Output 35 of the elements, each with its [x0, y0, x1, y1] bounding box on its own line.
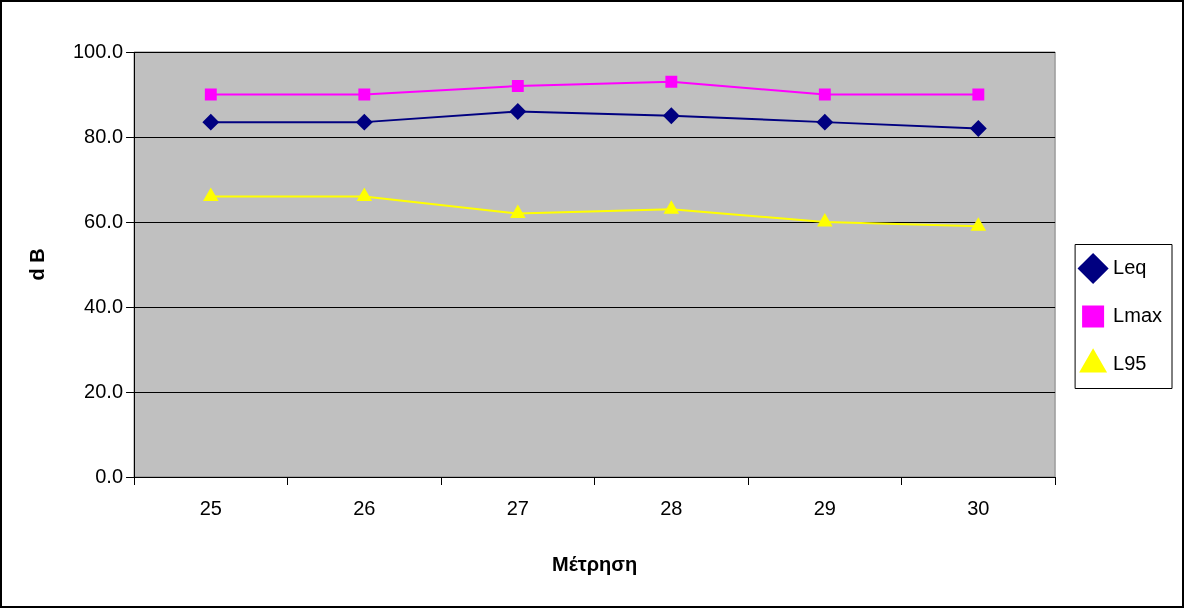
point — [510, 205, 525, 218]
x-tick-label: 29 — [813, 496, 836, 519]
x-tick-label: 25 — [199, 496, 222, 519]
point — [665, 75, 678, 88]
point — [511, 80, 524, 92]
point — [358, 88, 371, 101]
y-tick-label: 100.0 — [72, 39, 124, 62]
legend-label: Lmax — [1113, 304, 1162, 327]
point — [817, 214, 832, 227]
point — [972, 88, 985, 101]
point — [664, 201, 679, 214]
legend-label: Leq — [1113, 256, 1147, 279]
point — [816, 114, 833, 131]
x-tick-label: 27 — [506, 496, 529, 519]
point — [971, 218, 986, 231]
y-tick-label: 60.0 — [84, 209, 124, 232]
point — [509, 103, 526, 120]
y-tick-label: 80.0 — [84, 124, 124, 147]
point — [356, 114, 373, 131]
legend-label: L95 — [1113, 352, 1147, 375]
point — [663, 107, 680, 124]
y-axis-title: d B — [25, 248, 48, 281]
point — [202, 114, 219, 131]
point — [203, 188, 218, 201]
point — [970, 120, 987, 137]
point — [357, 188, 372, 201]
point — [818, 88, 831, 101]
x-axis-title: Μέτρηση — [552, 552, 638, 575]
y-tick-label: 20.0 — [84, 379, 124, 402]
x-tick-label: 30 — [967, 496, 990, 519]
x-tick-label: 26 — [353, 496, 376, 519]
y-tick-label: 0.0 — [95, 464, 124, 487]
point — [204, 88, 217, 101]
x-tick-label: 28 — [660, 496, 683, 519]
y-tick-label: 40.0 — [84, 294, 124, 317]
